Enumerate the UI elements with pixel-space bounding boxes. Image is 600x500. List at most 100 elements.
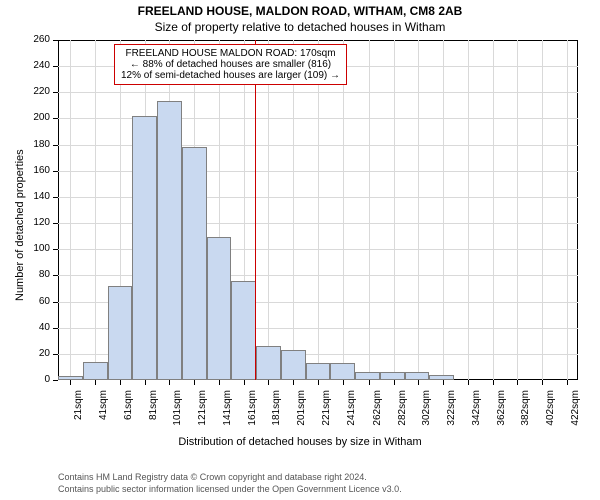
- x-tick-label: 282sqm: [397, 390, 408, 435]
- grid-line-v: [493, 40, 494, 380]
- grid-line-v: [318, 40, 319, 380]
- x-tick-label: 302sqm: [421, 390, 432, 435]
- x-tick-label: 181sqm: [271, 390, 282, 435]
- grid-line-v: [369, 40, 370, 380]
- grid-line-v: [95, 40, 96, 380]
- x-tick-label: 241sqm: [346, 390, 357, 435]
- footer-text-1: Contains HM Land Registry data © Crown c…: [58, 472, 367, 482]
- x-tick: [542, 380, 543, 385]
- x-tick: [219, 380, 220, 385]
- chart-title: FREELAND HOUSE, MALDON ROAD, WITHAM, CM8…: [0, 4, 600, 18]
- grid-line-v: [567, 40, 568, 380]
- x-tick-label: 201sqm: [296, 390, 307, 435]
- x-tick: [293, 380, 294, 385]
- x-tick-label: 382sqm: [520, 390, 531, 435]
- histogram-bar: [108, 286, 133, 380]
- grid-line-v: [418, 40, 419, 380]
- x-tick-label: 221sqm: [321, 390, 332, 435]
- x-tick: [244, 380, 245, 385]
- x-tick: [493, 380, 494, 385]
- footer-text-2: Contains public sector information licen…: [58, 484, 402, 494]
- x-tick-label: 121sqm: [197, 390, 208, 435]
- x-tick: [517, 380, 518, 385]
- histogram-bar: [429, 375, 454, 380]
- y-tick-label: 220: [28, 86, 50, 97]
- reference-line: [255, 40, 256, 380]
- y-tick-label: 180: [28, 139, 50, 150]
- grid-line-v: [70, 40, 71, 380]
- histogram-bar: [231, 281, 256, 380]
- y-tick-label: 120: [28, 217, 50, 228]
- histogram-bar: [306, 363, 331, 380]
- x-tick: [567, 380, 568, 385]
- y-tick-label: 20: [28, 348, 50, 359]
- histogram-bar: [405, 372, 430, 380]
- x-tick: [394, 380, 395, 385]
- annotation-line: ← 88% of detached houses are smaller (81…: [121, 59, 340, 70]
- x-tick-label: 262sqm: [372, 390, 383, 435]
- x-tick-label: 81sqm: [148, 390, 159, 435]
- annotation-line: 12% of semi-detached houses are larger (…: [121, 70, 340, 81]
- x-axis-label: Distribution of detached houses by size …: [0, 436, 600, 448]
- x-tick: [443, 380, 444, 385]
- x-tick: [95, 380, 96, 385]
- y-tick-label: 140: [28, 191, 50, 202]
- x-tick-label: 141sqm: [222, 390, 233, 435]
- grid-line-v: [268, 40, 269, 380]
- x-tick-label: 422sqm: [570, 390, 581, 435]
- grid-line-v: [468, 40, 469, 380]
- x-tick: [70, 380, 71, 385]
- x-tick-label: 402sqm: [545, 390, 556, 435]
- annotation-line: FREELAND HOUSE MALDON ROAD: 170sqm: [121, 48, 340, 59]
- histogram-bar: [256, 346, 281, 380]
- x-tick: [169, 380, 170, 385]
- x-tick-label: 322sqm: [446, 390, 457, 435]
- histogram-bar: [380, 372, 405, 380]
- y-tick: [53, 40, 58, 41]
- x-tick: [318, 380, 319, 385]
- grid-line-v: [542, 40, 543, 380]
- y-tick-label: 260: [28, 34, 50, 45]
- annotation-box: FREELAND HOUSE MALDON ROAD: 170sqm← 88% …: [114, 44, 347, 85]
- x-tick: [145, 380, 146, 385]
- y-tick-label: 40: [28, 322, 50, 333]
- x-tick: [369, 380, 370, 385]
- x-tick-label: 362sqm: [496, 390, 507, 435]
- histogram-bar: [330, 363, 355, 380]
- x-tick-label: 21sqm: [73, 390, 84, 435]
- x-tick: [268, 380, 269, 385]
- x-tick: [194, 380, 195, 385]
- x-tick-label: 342sqm: [471, 390, 482, 435]
- grid-line-v: [394, 40, 395, 380]
- y-tick: [53, 380, 58, 381]
- grid-line-v: [443, 40, 444, 380]
- histogram-bar: [83, 362, 108, 380]
- chart-subtitle: Size of property relative to detached ho…: [0, 20, 600, 34]
- x-tick: [120, 380, 121, 385]
- y-tick-label: 60: [28, 296, 50, 307]
- histogram-bar: [281, 350, 306, 380]
- grid-line-v: [343, 40, 344, 380]
- x-tick-label: 101sqm: [172, 390, 183, 435]
- y-tick-label: 160: [28, 165, 50, 176]
- x-tick-label: 161sqm: [247, 390, 258, 435]
- y-tick-label: 240: [28, 60, 50, 71]
- histogram-bar: [157, 101, 182, 380]
- x-tick-label: 61sqm: [123, 390, 134, 435]
- histogram-bar: [58, 376, 83, 380]
- histogram-bar: [182, 147, 207, 380]
- chart-container: FREELAND HOUSE, MALDON ROAD, WITHAM, CM8…: [0, 0, 600, 500]
- histogram-bar: [355, 372, 380, 380]
- y-tick-label: 200: [28, 112, 50, 123]
- x-tick-label: 41sqm: [98, 390, 109, 435]
- y-tick-label: 80: [28, 269, 50, 280]
- histogram-bar: [132, 116, 157, 380]
- y-tick-label: 100: [28, 243, 50, 254]
- grid-line-v: [517, 40, 518, 380]
- histogram-bar: [207, 237, 232, 380]
- x-tick: [343, 380, 344, 385]
- x-tick: [468, 380, 469, 385]
- y-axis-label: Number of detached properties: [14, 121, 26, 301]
- x-tick: [418, 380, 419, 385]
- y-tick-label: 0: [28, 374, 50, 385]
